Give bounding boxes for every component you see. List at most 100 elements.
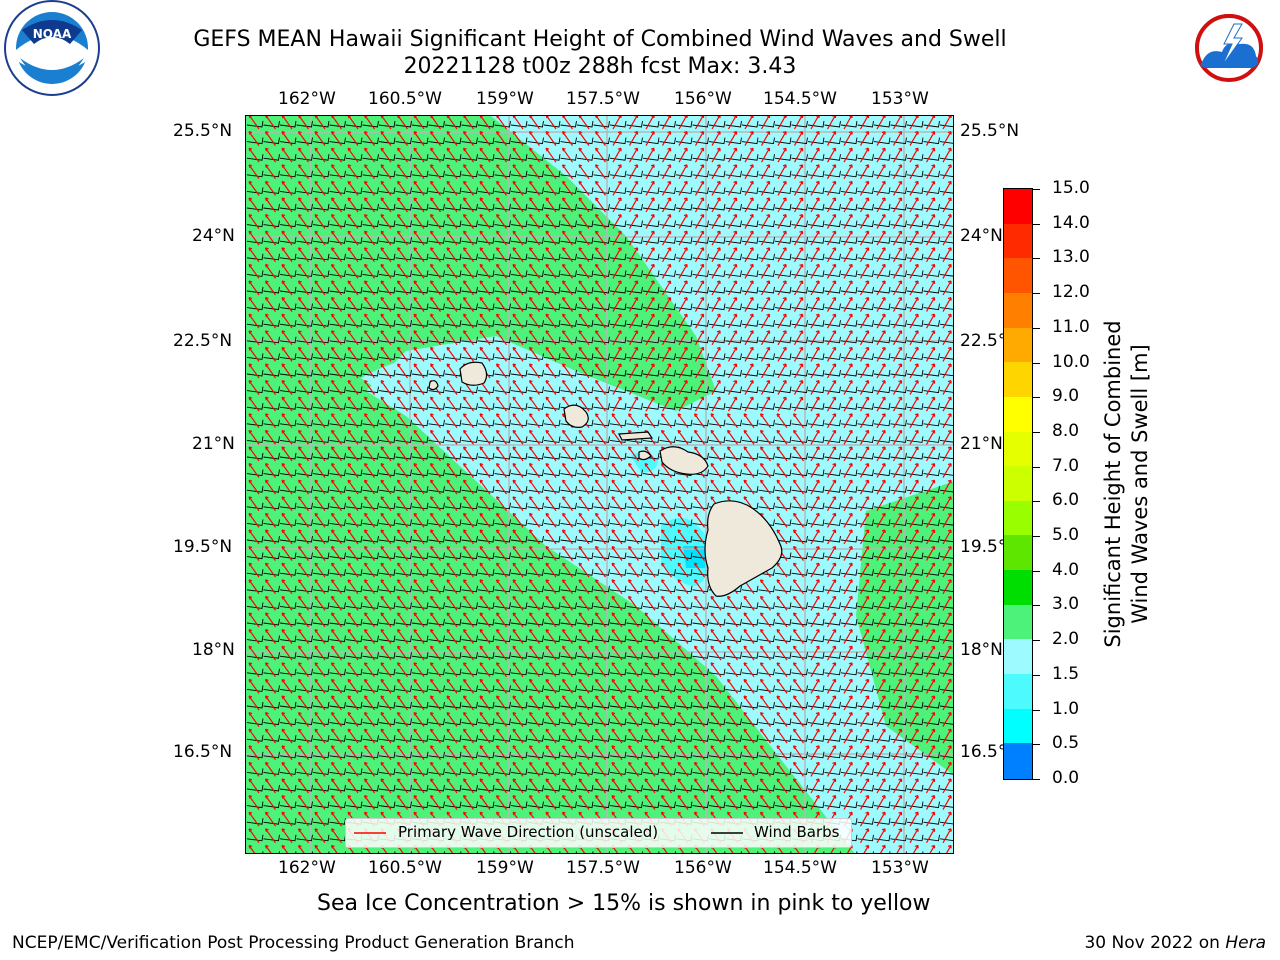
wave-direction-arrow xyxy=(479,280,491,296)
wind-barb xyxy=(395,137,412,145)
wind-barb xyxy=(477,535,495,543)
wave-direction-arrow xyxy=(678,164,688,180)
wave-direction-arrow xyxy=(330,479,342,495)
wind-barb xyxy=(263,320,280,327)
wave-direction-arrow xyxy=(693,645,705,661)
wind-barb xyxy=(576,486,594,493)
wave-direction-arrow xyxy=(561,795,573,810)
wave-direction-arrow xyxy=(727,164,738,180)
wave-direction-arrow xyxy=(892,346,903,362)
wave-direction-arrow xyxy=(892,280,903,296)
wind-barb xyxy=(692,701,709,709)
wave-direction-arrow xyxy=(462,496,474,512)
wave-direction-arrow xyxy=(446,380,458,395)
wave-direction-arrow xyxy=(479,712,491,727)
wind-barb xyxy=(494,154,511,161)
blue-band-region xyxy=(631,452,658,473)
colorbar-segment xyxy=(1004,258,1032,294)
wave-direction-arrow xyxy=(264,131,276,146)
wave-direction-arrow xyxy=(612,247,622,263)
wave-direction-arrow xyxy=(843,595,853,611)
wave-direction-arrow xyxy=(347,297,359,312)
wave-direction-arrow xyxy=(429,280,441,296)
wave-direction-arrow xyxy=(281,214,293,229)
wave-direction-arrow xyxy=(693,612,705,628)
wind-barb xyxy=(510,618,528,626)
wind-barb xyxy=(296,818,313,825)
wind-barb xyxy=(395,436,412,443)
wind-barb xyxy=(494,220,511,228)
wave-direction-arrow xyxy=(792,429,804,445)
wind-barb xyxy=(312,220,330,228)
wave-direction-arrow xyxy=(446,131,458,146)
wave-direction-arrow xyxy=(429,197,441,213)
wind-barb xyxy=(560,436,577,443)
wind-barb xyxy=(543,154,561,161)
wind-barb xyxy=(246,419,264,427)
wave-direction-arrow xyxy=(347,479,359,495)
wave-direction-arrow xyxy=(594,413,606,429)
wave-direction-arrow xyxy=(380,463,392,478)
wave-direction-arrow xyxy=(594,695,606,711)
wave-direction-arrow xyxy=(314,479,326,495)
wave-direction-arrow xyxy=(495,546,507,561)
wind-barb xyxy=(510,452,528,460)
wave-direction-arrow xyxy=(297,795,309,810)
wave-direction-arrow xyxy=(413,629,425,644)
wave-direction-arrow xyxy=(512,645,524,661)
wave-direction-arrow xyxy=(612,363,622,379)
wave-direction-arrow xyxy=(330,297,342,312)
wave-direction-arrow xyxy=(678,313,688,329)
wave-direction-arrow xyxy=(759,429,771,445)
wave-direction-arrow xyxy=(925,446,936,462)
wind-barb xyxy=(642,519,660,526)
wind-barb xyxy=(477,436,495,443)
wave-direction-arrow xyxy=(264,662,276,678)
wave-direction-arrow xyxy=(694,297,705,312)
wave-direction-arrow xyxy=(578,313,590,329)
wave-direction-arrow xyxy=(248,728,260,744)
wave-direction-arrow xyxy=(512,512,524,528)
wind-barb xyxy=(543,419,561,427)
wave-direction-arrow xyxy=(826,778,837,794)
wave-direction-arrow xyxy=(462,645,474,661)
wave-direction-arrow xyxy=(793,396,804,412)
wind-barb xyxy=(576,652,594,659)
wind-barb xyxy=(560,768,577,775)
wave-direction-arrow xyxy=(892,116,903,130)
wind-barb xyxy=(527,187,544,194)
wind-barb xyxy=(428,369,445,377)
wind-barb xyxy=(494,652,511,659)
wind-barb xyxy=(263,419,280,427)
wind-barb xyxy=(510,120,528,128)
wave-direction-arrow xyxy=(413,579,425,595)
wave-direction-arrow xyxy=(925,263,936,279)
wave-direction-arrow xyxy=(644,529,656,545)
wind-barb xyxy=(527,203,544,211)
wind-barb xyxy=(692,685,709,692)
wind-barb xyxy=(560,452,577,460)
wave-direction-arrow xyxy=(314,297,326,312)
wind-barb xyxy=(560,170,577,178)
wave-direction-arrow xyxy=(446,562,458,578)
wave-direction-arrow xyxy=(876,512,886,528)
wave-direction-arrow xyxy=(892,363,903,379)
wave-direction-arrow xyxy=(512,695,524,711)
wind-barb xyxy=(609,552,627,560)
wave-direction-arrow xyxy=(561,546,573,561)
wave-direction-arrow xyxy=(297,811,309,827)
wave-direction-arrow xyxy=(330,662,342,678)
wave-direction-arrow xyxy=(396,479,408,495)
noaa-logo-text: NOAA xyxy=(33,27,72,41)
wave-direction-arrow xyxy=(645,297,655,312)
wind-barb xyxy=(345,286,363,294)
wave-direction-arrow xyxy=(694,247,705,263)
wave-direction-arrow xyxy=(297,463,309,478)
wind-barb xyxy=(329,403,346,410)
wave-direction-arrow xyxy=(512,363,524,379)
wave-direction-arrow xyxy=(677,678,689,694)
wind-barb xyxy=(593,303,610,311)
lat-label-left: 19.5°N xyxy=(173,537,233,557)
wind-barb xyxy=(279,552,297,560)
wind-barb xyxy=(527,735,544,742)
